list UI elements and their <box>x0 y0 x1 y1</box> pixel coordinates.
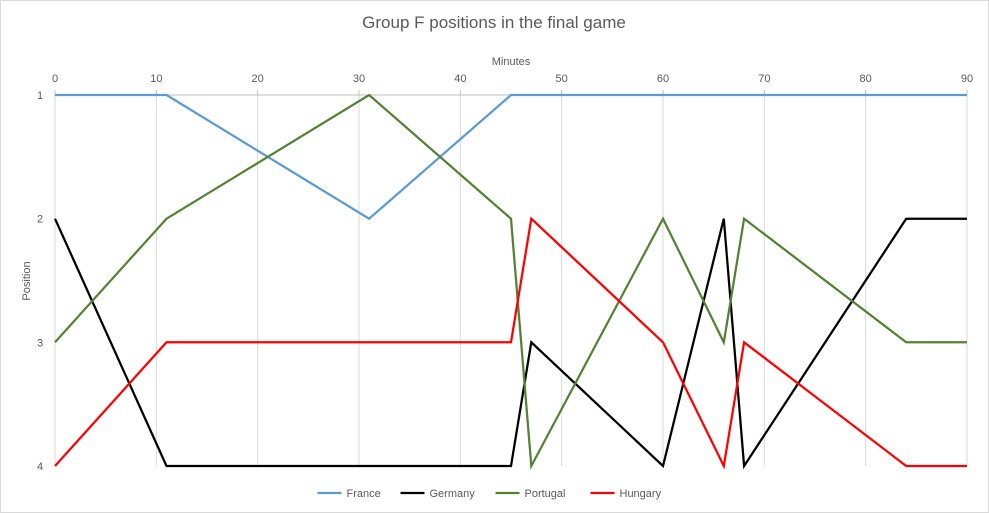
legend-label-hungary: Hungary <box>620 488 662 500</box>
series-lines <box>53 93 967 470</box>
series-line-france <box>55 93 967 221</box>
series-line-hungary <box>54 216 967 470</box>
x-tick-label: 70 <box>758 73 770 85</box>
x-tick-label: 10 <box>150 73 162 85</box>
legend: France Germany Portugal Hungary <box>317 488 662 500</box>
legend-label-portugal: Portugal <box>525 488 566 500</box>
x-tick-label: 80 <box>860 73 872 85</box>
chart-title: Group F positions in the final game <box>362 13 626 32</box>
y-tick-label: 1 <box>37 90 43 102</box>
series-line-portugal <box>54 93 967 470</box>
y-tick-label: 4 <box>37 461 43 473</box>
x-tick-label: 30 <box>353 73 365 85</box>
x-tick-label: 90 <box>961 73 973 85</box>
legend-label-france: France <box>347 488 381 500</box>
y-tick-label: 3 <box>37 337 43 349</box>
x-tick-label: 50 <box>556 73 568 85</box>
x-tick-label: 0 <box>52 73 58 85</box>
x-tick-label: 20 <box>252 73 264 85</box>
grid-lines <box>54 90 968 466</box>
y-tick-label: 2 <box>37 214 43 226</box>
y-axis-title: Position <box>21 261 33 300</box>
x-tick-label: 40 <box>454 73 466 85</box>
tick-labels: 0 10 20 30 40 50 60 70 80 90 1 2 3 4 <box>37 73 973 473</box>
x-axis-title: Minutes <box>492 56 531 68</box>
legend-label-germany: Germany <box>430 488 476 500</box>
x-tick-label: 60 <box>657 73 669 85</box>
